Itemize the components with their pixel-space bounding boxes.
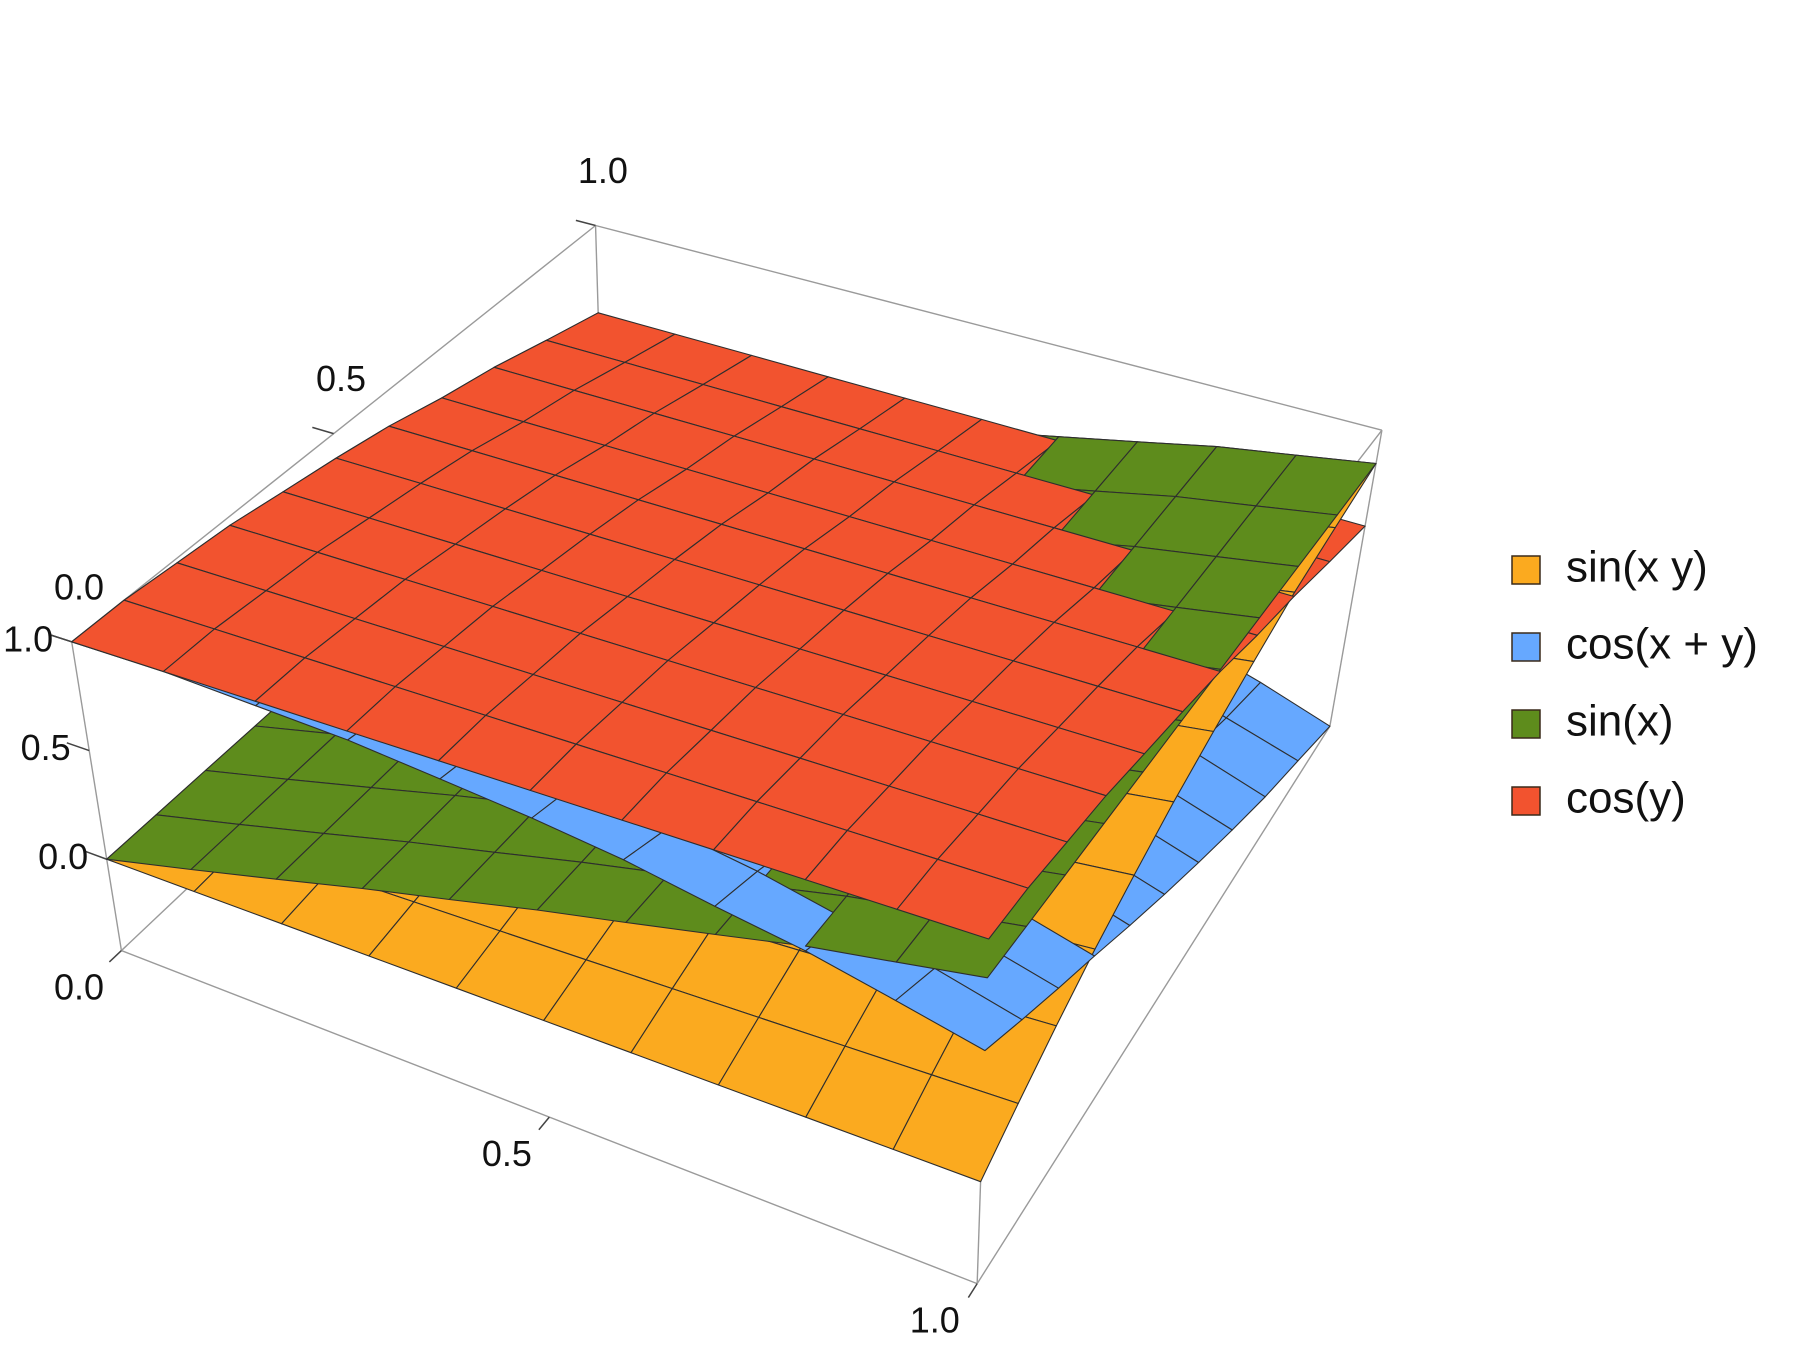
- legend-label: sin(x): [1566, 697, 1674, 746]
- x-tick-label: 0.5: [482, 1133, 532, 1174]
- box-edge: [976, 725, 1331, 1284]
- legend-label: cos(y): [1566, 774, 1686, 823]
- y-tick-label: 0.0: [54, 566, 104, 607]
- box-edge: [595, 224, 1383, 431]
- x-tick-label: 0.0: [54, 966, 104, 1007]
- z-tick: [48, 633, 72, 643]
- box-edge: [1329, 430, 1383, 727]
- legend-swatch: [1511, 786, 1541, 816]
- y-tick-label: 1.0: [578, 150, 628, 191]
- x-tick: [538, 1116, 550, 1131]
- y-tick: [575, 219, 596, 227]
- surface-cell: [892, 1074, 1019, 1183]
- legend-label: cos(x + y): [1566, 620, 1758, 669]
- x-tick-label: 1.0: [910, 1299, 960, 1340]
- legend-swatch: [1511, 555, 1541, 585]
- z-tick: [84, 850, 107, 860]
- y-tick: [312, 426, 334, 435]
- x-tick: [967, 1283, 978, 1298]
- y-tick-label: 0.5: [316, 358, 366, 399]
- surface-cell: [895, 967, 1023, 1052]
- legend-label: sin(x y): [1566, 543, 1708, 592]
- legend-swatch: [1511, 709, 1541, 739]
- z-tick-label: 0.0: [38, 836, 88, 877]
- z-tick-label: 1.0: [3, 618, 53, 659]
- z-tick-label: 0.5: [21, 727, 71, 768]
- surface-cell: [896, 858, 1029, 940]
- box-edge: [71, 641, 123, 951]
- z-tick: [66, 742, 90, 752]
- legend-swatch: [1511, 632, 1541, 662]
- x-tick: [108, 950, 122, 963]
